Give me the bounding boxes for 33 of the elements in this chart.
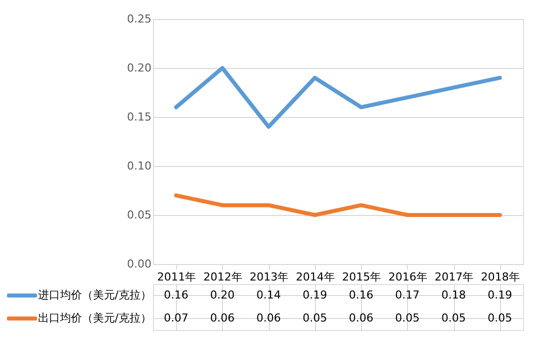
y-tick-label: 0.20	[127, 62, 152, 74]
legend-label: 出口均价（美元/克拉）	[38, 312, 152, 324]
data-label: 0.14	[256, 288, 281, 302]
y-tick-label: 0.05	[127, 208, 152, 222]
data-label: 0.19	[302, 288, 328, 302]
x-tick-label: 2016年	[388, 270, 428, 284]
y-tick-label: 0.25	[127, 12, 152, 26]
data-label: 0.16	[164, 288, 188, 302]
x-tick-label: 2015年	[342, 270, 382, 284]
data-label: 0.20	[210, 288, 235, 302]
data-label: 0.16	[348, 288, 374, 302]
x-tick-label: 2011年	[157, 270, 196, 284]
data-label: 0.07	[164, 312, 188, 324]
data-label: 0.06	[210, 312, 235, 324]
data-label: 0.18	[441, 288, 466, 302]
x-tick-label: 2018年	[480, 270, 520, 284]
data-label: 0.17	[395, 288, 420, 302]
legend-label: 进口均价（美元/克拉）	[38, 288, 152, 302]
y-tick-label: 0.00	[127, 258, 152, 270]
data-label: 0.06	[256, 312, 281, 324]
data-label: 0.05	[395, 312, 420, 324]
data-label: 0.05	[302, 312, 328, 324]
x-tick-label: 2017年	[434, 270, 474, 284]
data-label: 0.06	[348, 312, 374, 324]
data-label: 0.19	[488, 288, 512, 302]
data-label: 0.05	[441, 312, 466, 324]
y-tick-label: 0.10	[127, 160, 152, 172]
x-tick-label: 2012年	[203, 270, 242, 284]
line-series	[174, 66, 502, 129]
x-tick-label: 2014年	[296, 270, 335, 284]
x-tick-label: 2013年	[250, 270, 289, 284]
data-label: 0.05	[488, 312, 512, 324]
y-tick-label: 0.15	[127, 110, 152, 124]
